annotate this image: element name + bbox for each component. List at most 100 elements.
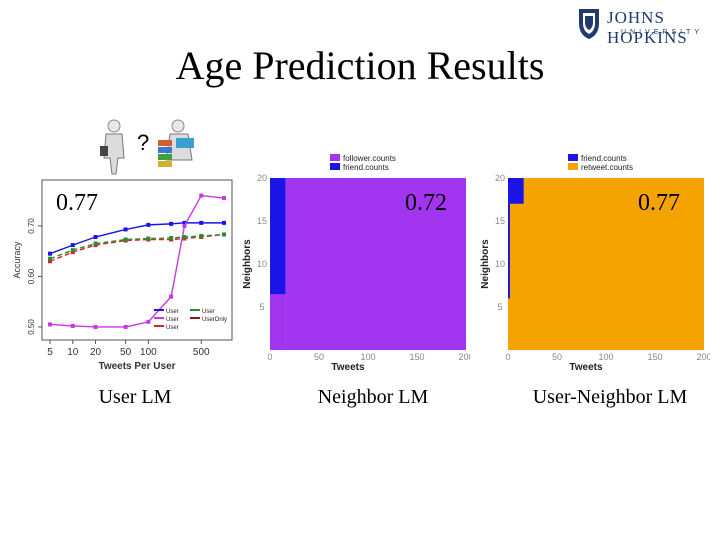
legend-swatch — [330, 163, 340, 170]
reader-icon — [158, 119, 194, 167]
x-axis-label: Tweets — [331, 362, 365, 372]
legend-swatch — [568, 154, 578, 161]
legend-swatch — [568, 163, 578, 170]
heatmap-region — [508, 203, 510, 299]
data-point — [182, 223, 187, 228]
data-point — [48, 256, 52, 261]
legend-label: follower.counts — [343, 154, 396, 163]
data-point — [199, 220, 204, 225]
x-tick-label: 0 — [267, 352, 272, 362]
data-point — [169, 236, 174, 241]
data-point — [70, 243, 75, 248]
legend-label: friend.counts — [343, 163, 389, 172]
logo-line-2: UNIVERSITY — [621, 29, 704, 36]
data-point — [48, 251, 52, 256]
data-point — [123, 324, 128, 329]
x-tick-label: 20 — [90, 347, 102, 358]
data-point — [93, 324, 98, 329]
legend-label: User — [166, 309, 179, 315]
score-user-neighbor-lm: 0.77 — [638, 190, 680, 216]
data-point — [48, 259, 52, 264]
y-tick-label: 0.70 — [27, 218, 36, 234]
data-point — [222, 232, 226, 237]
question-mark: ? — [137, 130, 150, 155]
x-axis-label: Tweets Per User — [98, 361, 175, 372]
x-tick-label: 0 — [505, 352, 510, 362]
heatmap-region — [270, 294, 286, 350]
y-tick-label: 0.60 — [27, 268, 36, 284]
data-point — [123, 227, 128, 232]
y-tick-label: 5 — [259, 302, 264, 312]
data-point — [169, 221, 174, 226]
university-logo: JOHNS HOPKINS UNIVERSITY — [575, 5, 715, 47]
caption-user-lm: User LM — [98, 386, 172, 408]
user-lm-line-chart: 5 10 20 50 100 500 0.50 0.60 0.70 Tweets Per User… — [12, 179, 233, 372]
x-tick-label: 100 — [140, 347, 157, 358]
legend-swatch — [330, 154, 340, 161]
caption-neighbor-lm: Neighbor LM — [317, 386, 429, 408]
data-point — [146, 236, 151, 241]
data-point — [93, 235, 98, 240]
legend-label: UserOnly — [202, 317, 227, 323]
series-line — [49, 233, 225, 260]
data-point — [222, 196, 226, 201]
x-tick-label: 100 — [598, 352, 613, 362]
legend-label: User — [166, 325, 179, 331]
data-point — [182, 235, 187, 240]
y-tick-label: 15 — [257, 216, 267, 226]
heatmap-region — [508, 178, 524, 204]
y-tick-label: 20 — [257, 173, 267, 183]
score-user-lm: 0.77 — [56, 190, 98, 216]
x-tick-label: 50 — [120, 347, 132, 358]
series-line — [49, 233, 225, 262]
clipart-people — [92, 116, 202, 176]
y-tick-label: 15 — [495, 216, 505, 226]
legend-label: friend.counts — [581, 154, 627, 163]
legend-label: User — [202, 309, 215, 315]
data-point — [222, 220, 226, 225]
y-tick-label: 20 — [495, 173, 505, 183]
x-tick-label: 50 — [314, 352, 324, 362]
logo-line-1: JOHNS HOPKINS — [607, 8, 688, 47]
data-point — [199, 234, 204, 238]
x-tick-label: 50 — [552, 352, 562, 362]
x-axis-label: Tweets — [569, 362, 603, 372]
data-point — [48, 322, 52, 327]
x-tick-label: 200 — [696, 352, 710, 362]
x-tick-label: 5 — [47, 347, 53, 358]
data-point — [169, 294, 174, 299]
y-axis-label: Accuracy — [12, 241, 22, 279]
plot-frame — [41, 179, 233, 341]
heatmap-region — [508, 178, 704, 350]
x-tick-label: 150 — [647, 352, 662, 362]
y-tick-label: 0.50 — [27, 319, 36, 335]
legend-label: User — [166, 317, 179, 323]
x-tick-label: 10 — [67, 347, 79, 358]
heatmap-region — [285, 178, 466, 350]
slide-title: Age Prediction Results — [175, 43, 545, 88]
data-point — [70, 323, 75, 328]
caption-user-neighbor-lm: User-Neighbor LM — [532, 386, 688, 408]
data-point — [123, 237, 128, 242]
shield-icon — [579, 9, 599, 39]
x-tick-label: 500 — [193, 347, 210, 358]
person-icon — [100, 119, 125, 175]
data-point — [146, 319, 151, 324]
x-tick-label: 150 — [409, 352, 424, 362]
data-point — [70, 250, 75, 255]
y-tick-label: 10 — [495, 259, 505, 269]
x-tick-label: 200 — [458, 352, 470, 362]
x-tick-label: 100 — [360, 352, 375, 362]
data-point — [70, 248, 75, 253]
data-point — [146, 222, 151, 227]
data-point — [199, 193, 204, 198]
y-axis-label: Neighbors — [242, 239, 253, 289]
data-point — [182, 220, 187, 225]
y-tick-label: 5 — [497, 302, 502, 312]
y-axis-label: Neighbors — [480, 239, 491, 289]
legend-label: retweet.counts — [581, 163, 633, 172]
data-point — [93, 241, 98, 246]
y-tick-label: 10 — [257, 259, 267, 269]
